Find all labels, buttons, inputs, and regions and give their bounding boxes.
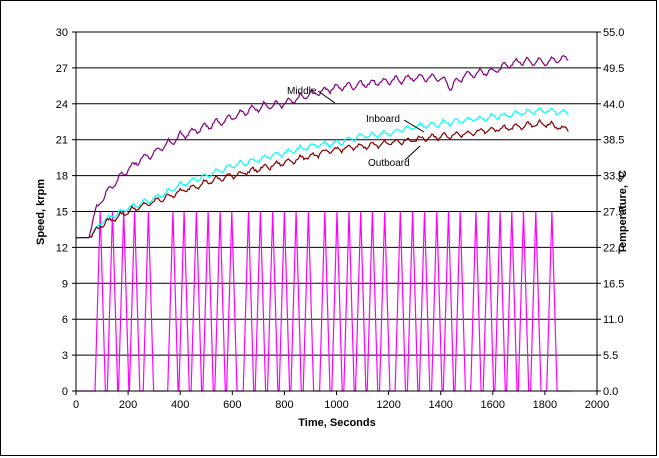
y-right-tick-label: 0.0 (603, 386, 618, 398)
y-left-tick-label: 27 (56, 63, 68, 75)
y-right-tick-label: 22.0 (603, 242, 624, 254)
y-left-tick-label: 12 (56, 242, 68, 254)
annotations: Middle Inboard Outboard (287, 86, 425, 169)
plot-lines (76, 54, 571, 392)
y-right-tick-label: 27.5 (603, 207, 624, 219)
y-left-tick-label: 0 (62, 386, 68, 398)
y-right-tick-label: 44.0 (603, 99, 624, 111)
x-tick-label: 2000 (585, 399, 609, 411)
y-right-tick-label: 33.0 (603, 171, 624, 183)
y-left-tick-label: 6 (62, 314, 68, 326)
series-line-outboard (76, 118, 569, 239)
annotation-middle: Middle (287, 86, 317, 97)
y-right-tick-label: 5.5 (603, 350, 618, 362)
y-left-tick-label: 15 (56, 207, 68, 219)
y-axis-left-title: Speed, krpm (35, 179, 47, 245)
y-left-tick-label: 24 (56, 99, 68, 111)
x-tick-label: 1800 (533, 399, 557, 411)
x-tick-label: 200 (119, 399, 137, 411)
y-right-tick-label: 38.5 (603, 135, 624, 147)
y-left-tick-label: 9 (62, 278, 68, 290)
y-right-tick-label: 16.5 (603, 278, 624, 290)
x-axis-title: Time, Seconds (298, 417, 375, 429)
series-line-middle (76, 54, 569, 239)
x-tick-label: 400 (171, 399, 189, 411)
x-tick-label: 1400 (428, 399, 452, 411)
annotation-inboard: Inboard (366, 114, 400, 125)
x-tick-label: 0 (73, 399, 79, 411)
annotation-leader-middle (317, 90, 336, 104)
y-left-tick-label: 21 (56, 135, 68, 147)
series-line-inboard (76, 107, 569, 239)
y-left-tick-label: 3 (62, 350, 68, 362)
tick-labels: 0 3 6 9 12 15 18 21 24 27 30 0.0 5.5 11.0 16.5 22.0 27.5… (56, 27, 625, 411)
y-right-tick-label: 55.0 (603, 27, 624, 39)
y-right-tick-label: 49.5 (603, 63, 624, 75)
y-left-tick-label: 30 (56, 27, 68, 39)
annotation-outboard: Outboard (368, 158, 410, 169)
y-right-tick-label: 11.0 (603, 314, 624, 326)
y-left-tick-label: 18 (56, 171, 68, 183)
y-axis-right-title: Temperature, ºC (617, 170, 629, 254)
x-tick-label: 1200 (376, 399, 400, 411)
x-tick-label: 800 (275, 399, 293, 411)
speed-series-line (76, 211, 571, 392)
annotation-leader-inboard (403, 119, 425, 133)
annotation-leader-outboard (404, 145, 421, 161)
axes (72, 31, 601, 395)
x-tick-label: 1600 (481, 399, 505, 411)
x-tick-label: 600 (223, 399, 241, 411)
x-tick-label: 1000 (324, 399, 348, 411)
